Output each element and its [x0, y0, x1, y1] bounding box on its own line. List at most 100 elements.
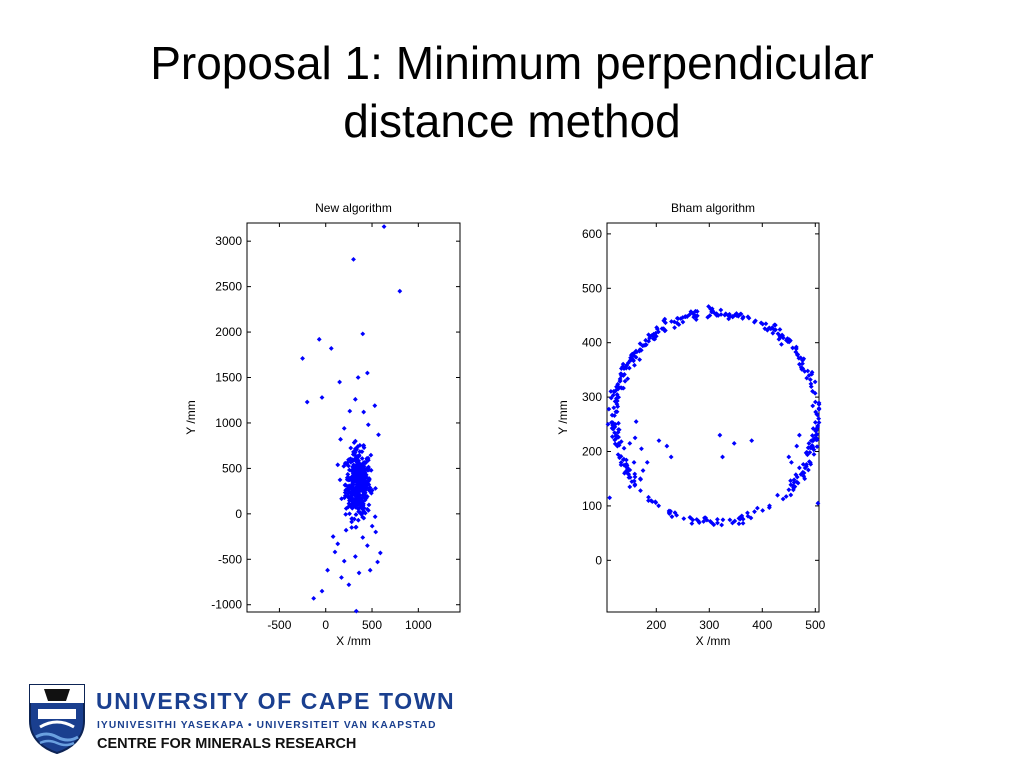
- data-point: [752, 509, 757, 515]
- data-point: [796, 355, 802, 361]
- university-name: UNIVERSITY OF CAPE TOWN: [96, 688, 456, 714]
- data-point: [353, 438, 358, 444]
- data-point: [816, 406, 822, 412]
- data-point: [362, 489, 368, 495]
- footer-logo: [26, 681, 496, 757]
- data-point: [715, 520, 720, 526]
- uct-crest-icon: [29, 684, 85, 755]
- data-point: [368, 452, 374, 458]
- data-point: [733, 312, 739, 317]
- data-point: [811, 452, 817, 457]
- data-point: [357, 462, 362, 468]
- y-tick-label: 300: [582, 390, 602, 404]
- data-point: [793, 346, 799, 352]
- data-point: [353, 608, 359, 614]
- data-point: [618, 439, 624, 445]
- x-tick-label: -500: [267, 618, 291, 632]
- data-point: [802, 476, 808, 482]
- new-xlabel: X /mm: [336, 634, 371, 648]
- data-point: [347, 511, 352, 517]
- data-point: [356, 570, 362, 576]
- data-point: [796, 465, 802, 471]
- data-point: [341, 558, 347, 564]
- data-point: [708, 306, 714, 312]
- data-point: [377, 550, 383, 556]
- data-point: [760, 321, 766, 327]
- data-point: [620, 364, 626, 370]
- data-point: [738, 311, 744, 317]
- data-point: [812, 399, 818, 405]
- data-point: [361, 445, 367, 451]
- data-point: [643, 342, 649, 348]
- data-point: [613, 409, 619, 415]
- data-point: [655, 326, 660, 332]
- data-point: [612, 389, 617, 395]
- data-point: [684, 314, 690, 319]
- data-point: [367, 486, 373, 492]
- data-point: [349, 457, 355, 462]
- data-point: [788, 482, 794, 488]
- data-point: [633, 419, 639, 424]
- data-point: [623, 363, 629, 369]
- data-point: [351, 256, 356, 262]
- data-point: [770, 330, 776, 336]
- data-point: [731, 440, 737, 446]
- data-point: [640, 468, 646, 473]
- data-point: [808, 384, 814, 389]
- data-point: [659, 326, 665, 332]
- data-point: [779, 334, 785, 340]
- data-point: [621, 445, 627, 451]
- data-point: [794, 474, 800, 480]
- data-point: [740, 316, 746, 321]
- y-tick-label: -500: [218, 552, 242, 566]
- data-point: [631, 478, 637, 484]
- data-point: [674, 512, 680, 518]
- data-point: [802, 368, 808, 374]
- data-point: [616, 427, 622, 433]
- data-point: [364, 543, 370, 549]
- y-tick-label: 400: [582, 336, 602, 350]
- slide-title: Proposal 1: Minimum perpendicular distan…: [40, 34, 984, 150]
- data-point: [341, 463, 347, 469]
- data-point: [609, 434, 615, 440]
- data-point: [616, 420, 621, 426]
- data-point: [319, 588, 325, 594]
- data-point: [360, 535, 366, 540]
- data-point: [726, 316, 732, 322]
- data-point: [791, 477, 797, 483]
- data-point: [783, 494, 789, 499]
- data-point: [625, 471, 631, 476]
- data-point: [356, 479, 361, 484]
- data-point: [347, 457, 352, 462]
- data-point: [805, 467, 811, 473]
- data-point: [363, 474, 369, 480]
- data-point: [367, 567, 373, 573]
- bham-xlabel: X /mm: [696, 634, 731, 648]
- data-point: [638, 488, 643, 494]
- data-point: [669, 319, 674, 324]
- data-point: [751, 319, 757, 325]
- data-point: [358, 473, 364, 479]
- data-point: [346, 467, 352, 473]
- data-point: [622, 470, 627, 476]
- data-point: [627, 440, 633, 446]
- data-point: [773, 327, 778, 333]
- data-point: [355, 517, 361, 523]
- data-point: [664, 443, 670, 449]
- data-point: [364, 370, 370, 376]
- data-point: [353, 488, 359, 494]
- data-point: [357, 467, 363, 473]
- data-point: [718, 307, 724, 313]
- data-point: [786, 487, 792, 493]
- data-point: [633, 348, 639, 354]
- data-point: [614, 396, 619, 401]
- data-point: [362, 492, 368, 498]
- data-point: [330, 534, 336, 539]
- data-point: [349, 498, 355, 503]
- data-point: [615, 452, 621, 458]
- data-point: [714, 312, 720, 318]
- data-point: [352, 554, 358, 559]
- data-point: [342, 482, 348, 488]
- data-point: [801, 470, 807, 476]
- data-point: [637, 476, 643, 482]
